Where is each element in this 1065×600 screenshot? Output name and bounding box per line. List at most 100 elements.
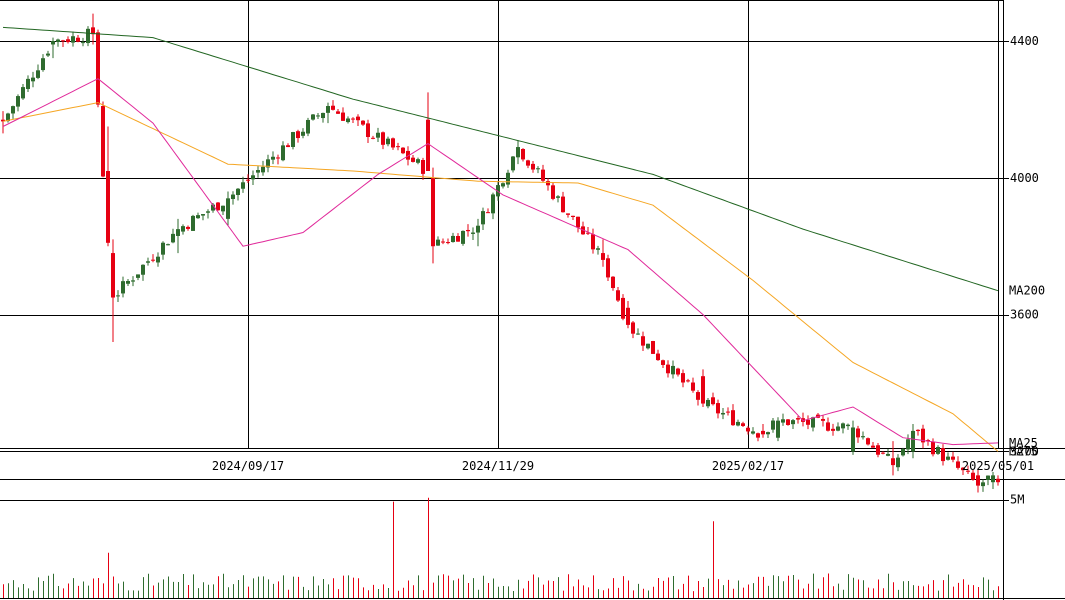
candle-body <box>186 226 190 229</box>
date-tick-label: 2025/05/01 <box>962 459 1034 473</box>
candle-body <box>216 202 220 211</box>
ma200-label: MA200 <box>1009 284 1045 298</box>
candle-body <box>951 456 955 460</box>
candle-body <box>636 333 640 335</box>
candle-body <box>721 412 725 415</box>
candle-body <box>136 274 140 278</box>
candle-body <box>656 353 660 361</box>
candle-body <box>166 244 170 246</box>
volume-tick-label: 5M <box>1010 493 1024 507</box>
candle-body <box>171 233 175 243</box>
candle-body <box>41 58 45 71</box>
candle-body <box>771 420 775 430</box>
candle-body <box>21 87 25 99</box>
candle-body <box>621 297 625 319</box>
candle-body <box>346 118 350 123</box>
candle-body <box>611 276 615 289</box>
candle-body <box>191 215 195 231</box>
candlesticks <box>1 13 1000 493</box>
candle-body <box>146 261 150 263</box>
candle-body <box>531 163 535 170</box>
volume-bars <box>3 497 999 598</box>
candle-body <box>476 225 480 233</box>
candle-body <box>296 131 300 139</box>
candle-body <box>641 336 645 346</box>
candle-body <box>391 138 395 148</box>
candle-body <box>66 39 70 43</box>
date-tick-label: 2024/11/29 <box>462 459 534 473</box>
gridlines <box>0 0 1009 501</box>
candle-body <box>111 253 115 298</box>
candle-body <box>496 185 500 197</box>
date-tick-label: 2025/02/17 <box>712 459 784 473</box>
candle-body <box>546 181 550 186</box>
ma75-line <box>2 102 999 452</box>
candle-body <box>36 70 40 78</box>
candle-body <box>736 421 740 426</box>
candle-body <box>56 39 60 42</box>
candle-body <box>561 196 565 213</box>
candle-body <box>776 420 780 438</box>
price-tick-label: 4400 <box>1010 34 1039 48</box>
candle-body <box>861 436 865 438</box>
candle-body <box>921 428 925 443</box>
candle-body <box>906 439 910 450</box>
price-tick-label: 3600 <box>1010 308 1039 322</box>
candle-body <box>381 132 385 145</box>
candle-body <box>926 440 930 442</box>
candle-body <box>286 145 290 148</box>
candle-body <box>271 156 275 160</box>
candle-body <box>406 150 410 160</box>
candle-body <box>231 194 235 200</box>
candle-body <box>601 253 605 260</box>
candle-body <box>766 432 770 435</box>
candle-body <box>251 175 255 180</box>
candle-body <box>796 418 800 420</box>
candle-body <box>401 147 405 154</box>
candle-body <box>846 424 850 427</box>
ma25-line <box>2 78 999 446</box>
candle-body <box>306 119 310 134</box>
candle-body <box>256 170 260 173</box>
ma200-line <box>2 26 999 292</box>
candle-body <box>591 234 595 250</box>
candle-body <box>676 368 680 375</box>
candle-body <box>566 213 570 215</box>
candle-body <box>6 113 10 122</box>
candle-body <box>931 441 935 455</box>
price-tick-label: 3200 <box>1010 444 1039 458</box>
candle-body <box>131 280 135 282</box>
candle-body <box>386 138 390 145</box>
candle-body <box>756 433 760 438</box>
candle-body <box>976 475 980 486</box>
candle-body <box>646 343 650 349</box>
candle-body <box>241 182 245 189</box>
candle-body <box>896 457 900 468</box>
candle-body <box>26 78 30 89</box>
ma75-label: MA75 <box>1009 444 1038 458</box>
candle-body <box>821 418 825 421</box>
candle-body <box>221 205 225 212</box>
candle-body <box>981 482 985 487</box>
candle-body <box>651 341 655 354</box>
candle-body <box>746 427 750 432</box>
candle-body <box>1 119 5 122</box>
candle-body <box>31 77 35 82</box>
candle-body <box>281 145 285 161</box>
candle-body <box>666 364 670 374</box>
candle-body <box>986 475 990 480</box>
candle-body <box>456 235 460 242</box>
candle-body <box>716 403 720 414</box>
candle-body <box>596 248 600 250</box>
candle-body <box>236 188 240 195</box>
candle-body <box>891 458 895 466</box>
candle-body <box>91 27 95 35</box>
candle-body <box>586 232 590 234</box>
candle-body <box>266 159 270 168</box>
candle-body <box>176 229 180 236</box>
candle-body <box>741 423 745 426</box>
candle-body <box>211 204 215 211</box>
candle-body <box>326 106 330 113</box>
candle-body <box>851 427 855 452</box>
